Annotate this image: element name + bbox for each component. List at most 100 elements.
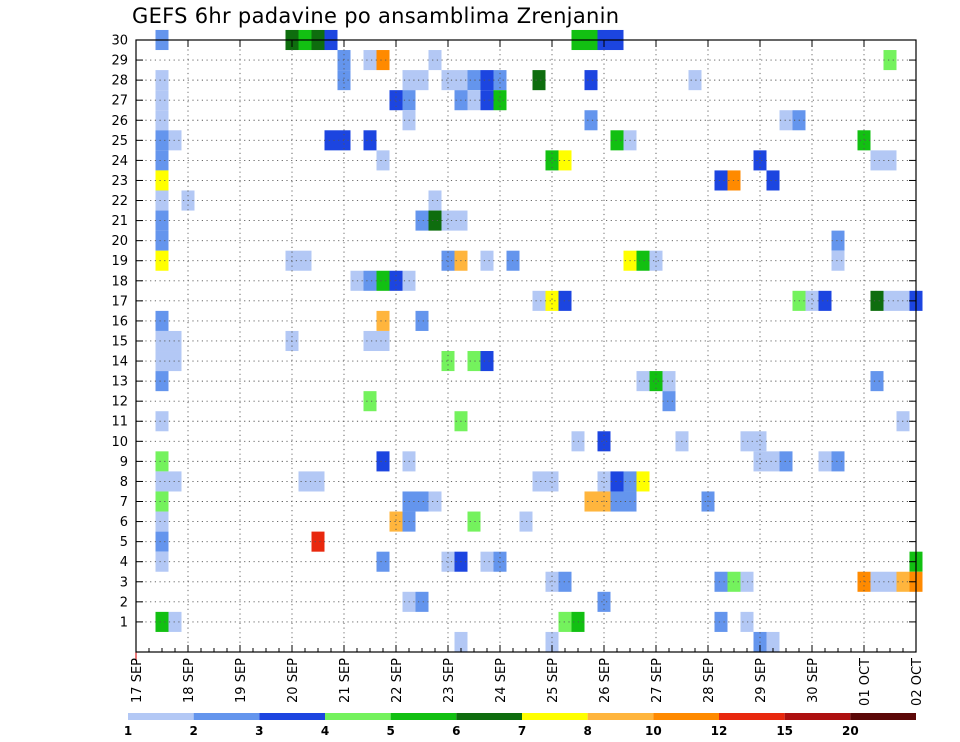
- colorbar-label: 12: [711, 724, 728, 738]
- heatmap-cell: [467, 90, 481, 111]
- heatmap-cell: [831, 230, 845, 251]
- heatmap-cell: [779, 451, 793, 472]
- colorbar-swatch: [653, 713, 719, 720]
- x-tick-label: 19 SEP: [234, 658, 249, 703]
- heatmap-cell: [155, 150, 169, 171]
- x-tick-label: 01 OCT: [858, 658, 873, 706]
- heatmap-cell: [363, 130, 377, 151]
- colorbar-label: 1: [124, 724, 132, 738]
- heatmap-cell: [649, 250, 663, 271]
- heatmap-cell: [597, 591, 611, 612]
- y-tick-label: 25: [111, 134, 128, 149]
- y-tick-label: 28: [111, 74, 128, 89]
- heatmap-cell: [532, 290, 546, 311]
- heatmap-cell: [415, 491, 429, 512]
- heatmap-cell: [493, 90, 507, 111]
- axis-ticks: [135, 39, 917, 661]
- heatmap-cell: [168, 351, 182, 372]
- y-tick-label: 17: [111, 294, 128, 309]
- heatmap-cell: [584, 491, 598, 512]
- x-tick-label: 02 OCT: [910, 658, 925, 706]
- heatmap-cell: [519, 511, 533, 532]
- y-tick-label: 3: [120, 575, 128, 590]
- colorbar-label: 15: [776, 724, 793, 738]
- colorbar-label: 8: [583, 724, 591, 738]
- heatmap-cell: [454, 631, 468, 652]
- heatmap-cell: [688, 70, 702, 91]
- heatmap-cell: [441, 351, 455, 372]
- heatmap-cell: [870, 290, 884, 311]
- heatmap-cell: [415, 591, 429, 612]
- heatmap-cell: [376, 330, 390, 352]
- y-tick-label: 19: [111, 254, 128, 269]
- heatmap-cell: [480, 70, 494, 91]
- heatmap-cell: [597, 431, 611, 452]
- y-tick-label: 11: [111, 415, 128, 430]
- heatmap-cell: [532, 70, 546, 91]
- heatmap-cell: [558, 290, 572, 311]
- heatmap-cell: [714, 611, 728, 632]
- heatmap-cell: [597, 471, 611, 492]
- heatmap-cell: [493, 70, 507, 91]
- heatmap-cell: [753, 150, 767, 171]
- heatmap-cell: [155, 170, 169, 191]
- x-tick-label: 23 SEP: [442, 658, 457, 703]
- heatmap-cell: [155, 190, 169, 211]
- y-tick-label: 12: [111, 395, 128, 410]
- heatmap-cell: [662, 391, 676, 412]
- heatmap-cell: [545, 290, 559, 311]
- heatmap-cell: [766, 631, 780, 652]
- heatmap-cell: [480, 551, 494, 572]
- y-tick-label: 22: [111, 194, 128, 209]
- heatmap-cell: [428, 210, 442, 231]
- heatmap-cell: [155, 551, 169, 572]
- heatmap-cell: [168, 130, 182, 151]
- y-tick-label: 26: [111, 114, 128, 129]
- heatmap-cell: [298, 250, 312, 271]
- heatmap-cell: [441, 70, 455, 91]
- heatmap-cell: [155, 471, 169, 492]
- heatmap-cell: [545, 471, 559, 492]
- grid-lines: [135, 39, 917, 652]
- heatmap-cells: [155, 29, 923, 652]
- heatmap-cell: [168, 611, 182, 632]
- y-tick-label: 5: [120, 535, 128, 550]
- heatmap-cell: [155, 351, 169, 372]
- x-tick-label: 30 SEP: [806, 658, 821, 703]
- x-tick-label: 27 SEP: [650, 658, 665, 703]
- heatmap-cell: [415, 70, 429, 91]
- colorbar-label: 7: [518, 724, 526, 738]
- heatmap-cell: [415, 310, 429, 331]
- heatmap-cell: [363, 270, 377, 291]
- x-tick-label: 25 SEP: [546, 658, 561, 703]
- colorbar-label: 20: [842, 724, 859, 738]
- x-tick-label: 18 SEP: [182, 658, 197, 703]
- heatmap-cell: [857, 130, 871, 151]
- y-tick-label: 8: [120, 475, 128, 490]
- heatmap-cell: [818, 451, 832, 472]
- y-tick-label: 30: [111, 34, 128, 49]
- colorbar-swatch: [128, 713, 194, 720]
- heatmap-cell: [558, 571, 572, 592]
- y-tick-label: 6: [120, 515, 128, 530]
- colorbar-label: 4: [321, 724, 329, 738]
- colorbar-label: 2: [189, 724, 197, 738]
- heatmap-cell: [311, 531, 325, 552]
- heatmap-cell: [376, 310, 390, 331]
- colorbar-swatch: [587, 713, 654, 720]
- heatmap-cell: [155, 210, 169, 231]
- heatmap-cell: [584, 110, 598, 131]
- heatmap-cell: [155, 511, 169, 532]
- heatmap-cell: [805, 290, 819, 311]
- colorbar-swatch: [784, 713, 851, 720]
- colorbar-swatch: [456, 713, 522, 720]
- heatmap-cell: [155, 310, 169, 331]
- heatmap-cell: [480, 250, 494, 271]
- heatmap-cell: [831, 451, 845, 472]
- heatmap-cell: [155, 90, 169, 111]
- heatmap-cell: [870, 371, 884, 392]
- heatmap-cell: [155, 130, 169, 151]
- y-tick-label: 16: [111, 314, 128, 329]
- colorbar-swatch: [719, 713, 785, 720]
- heatmap-cell: [363, 330, 377, 352]
